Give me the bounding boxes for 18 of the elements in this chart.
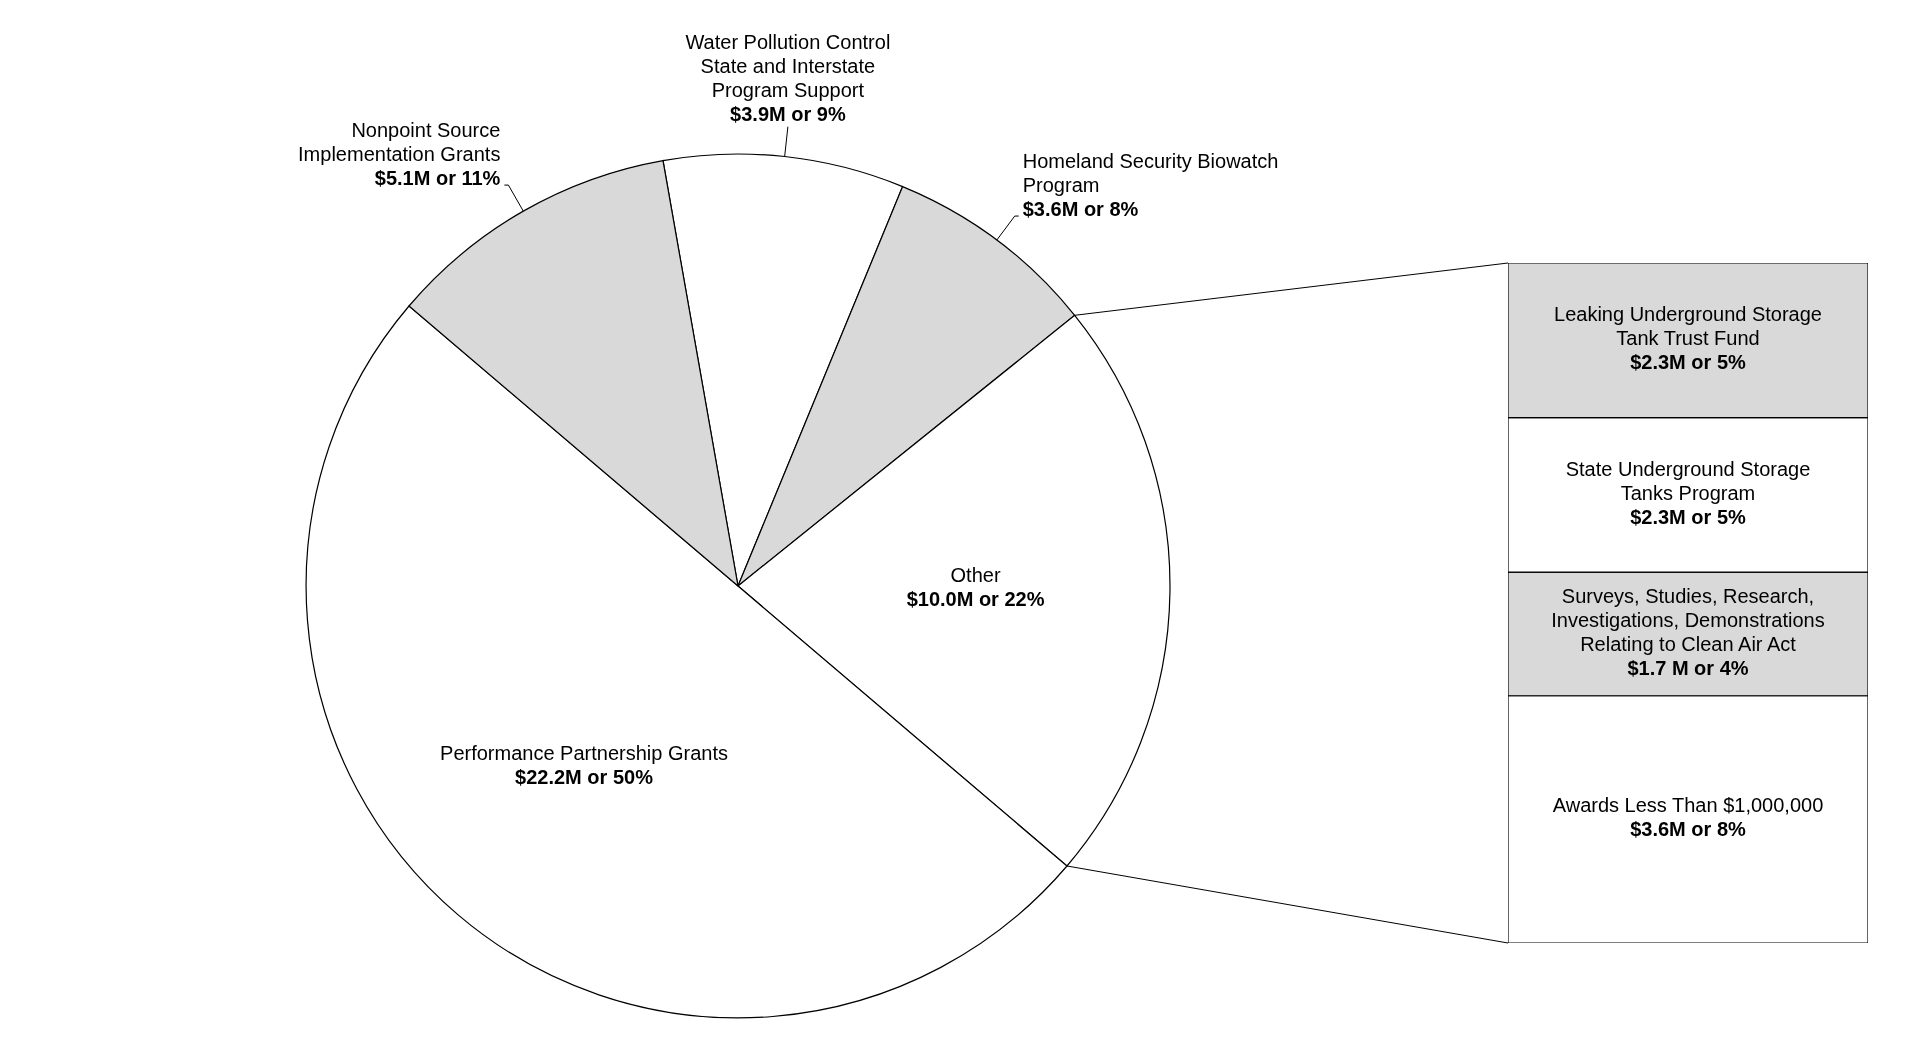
slice-label: Nonpoint Source Implementation Grants [298, 119, 501, 166]
data-label: $2.3M or 5% [1630, 506, 1747, 529]
series-label: Surveys, Studies, Research, Investigations, Demonstrations Relating to Clean Air Act [1551, 585, 1825, 656]
data-label: $22.2M or 50% [515, 766, 654, 789]
data-label: $2.3M or 5% [1630, 351, 1747, 374]
data-label: $3.6M or 8% [1630, 818, 1747, 841]
data-label: $3.6M or 8% [1022, 198, 1139, 221]
series-label: State Underground Storage Tanks Program [1565, 458, 1811, 505]
series-label: Awards Less Than $1,000,000 [1552, 794, 1824, 817]
data-label: $1.7 M or 4% [1627, 657, 1749, 680]
data-label: $10.0M or 22% [906, 588, 1045, 611]
data-label: $5.1M or 11% [374, 167, 501, 190]
slice-label: Other [950, 564, 1001, 587]
slice-label: Performance Partnership Grants [440, 742, 728, 765]
slice-label: Water Pollution Control State and Interstate Program Support [685, 30, 891, 101]
slice-label: Homeland Security Biowatch Program [1022, 150, 1279, 197]
series-label: Leaking Underground Storage Tank Trust Fund [1554, 303, 1822, 350]
data-label: $3.9M or 9% [730, 102, 846, 125]
